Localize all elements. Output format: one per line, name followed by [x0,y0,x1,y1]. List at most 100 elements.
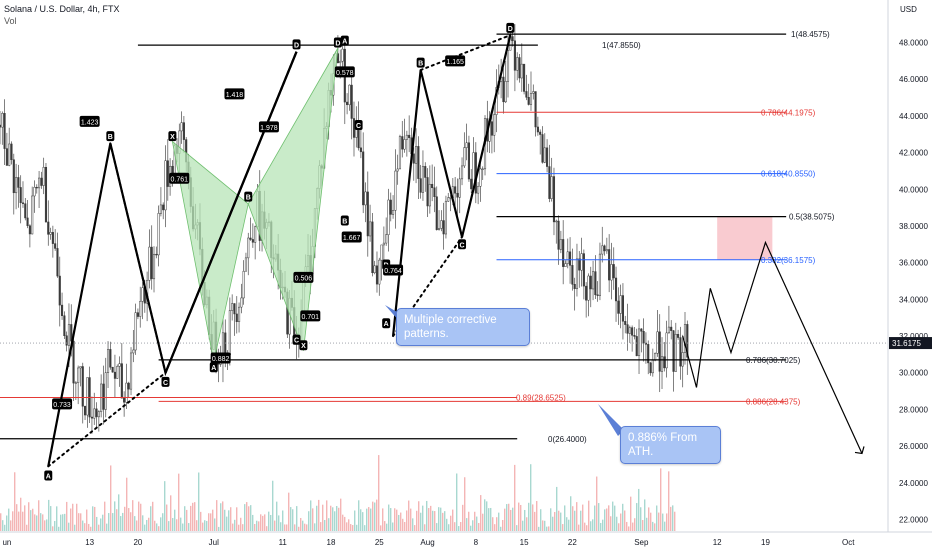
volume-bar [534,511,536,531]
volume-bar [228,510,230,531]
volume-bar [558,510,560,531]
volume-bar [542,520,544,531]
y-tick-label: 22.0000 [899,516,928,525]
volume-bar [666,513,668,531]
candle-body [506,49,510,82]
volume-bar [630,496,632,531]
candle-body [134,312,137,351]
candle-body [619,295,622,314]
candle-body [546,147,549,167]
volume-bar [208,513,210,531]
volume-bar [382,508,384,531]
pattern-point-text: C [163,380,168,387]
fib-level-label: 0.382(36.1575) [761,256,816,265]
candle-body [647,344,650,364]
candle-body [412,153,415,164]
candle-body [626,324,629,334]
volume-bar [436,523,438,531]
candle-body [12,159,15,194]
pattern-point-text: D [335,41,340,48]
volume-bar [468,511,470,531]
ratio-label: 0.882 [210,352,231,364]
volume-bar [230,507,232,531]
candle-body [247,237,250,259]
candle-body [31,195,34,235]
volume-bar [582,504,584,531]
target-zone [717,216,773,260]
x-tick-label: Aug [420,538,434,547]
candle-body [433,187,436,197]
candle-body [428,183,431,207]
candle-body [596,294,599,296]
candle-body [580,253,583,271]
y-tick-label: 48.0000 [899,39,928,48]
ratio-label-bg [300,310,321,322]
volume-bar [130,512,132,531]
candle-body [348,84,351,106]
candle-body [520,63,523,79]
candle-body [686,324,689,358]
volume-bar [414,525,416,531]
candle-body [21,202,25,204]
pattern-point-text: A [46,473,51,480]
volume-bar [612,501,614,531]
candle-body [419,178,422,193]
x-tick-label: 18 [327,538,336,547]
volume-bar [40,513,42,531]
volume-bar [648,507,650,531]
volume-bar [310,500,312,531]
y-tick-label: 32.0000 [899,332,928,341]
volume-bar [528,502,530,531]
candle-body [573,284,576,289]
volume-bar [142,515,144,531]
candle-body [456,192,459,198]
fib-level-label: 0.886(28.4375) [746,397,801,406]
volume-bar [520,504,522,531]
ratio-label-bg [445,55,466,67]
volume-bar [42,514,44,531]
candle-body [5,148,8,166]
volume-bar [58,526,60,531]
candle-body [672,330,675,372]
volume-bar [24,505,26,531]
volume-bar [450,515,452,531]
fib-level-label: 1(47.8550) [602,41,641,50]
pattern-point-text: A [342,39,347,46]
candle-body [444,200,447,235]
harmonic-leg [391,34,512,337]
volume-bar [246,502,248,531]
current-price-tag: 31.6175 [889,337,932,350]
volume-bar [224,509,226,531]
volume-bar [360,509,362,531]
candle-body [392,210,395,215]
ratio-label-text: 0.882 [212,356,230,363]
volume-bar [578,524,580,531]
volume-bar [652,521,654,531]
candle-body [139,301,142,317]
volume-bar [390,508,392,531]
volume-bar [674,511,676,531]
candle-body [233,303,236,315]
candle-body [380,244,383,261]
pattern-point-bg [292,334,301,345]
volume-bar [108,513,110,531]
volume-bar [148,517,150,531]
candle-body [10,143,13,160]
candle-body [585,285,588,301]
volume-bar [454,522,456,531]
volume-bar [60,514,62,531]
volume-bar [68,522,70,531]
candle-body [56,248,59,277]
volume-bar [124,506,126,531]
ratio-label: 1.978 [258,121,279,133]
fib-level-label: 1(48.4575) [791,30,830,39]
volume-bars [0,455,676,531]
candle-body [54,243,57,249]
fib-level-label: 0.618(40.8550) [761,170,816,179]
volume-bar [440,507,442,531]
y-tick-label: 36.0000 [899,259,928,268]
volume-bar [128,508,130,531]
candle-body [180,122,183,132]
pattern-point-text: D [508,26,513,33]
